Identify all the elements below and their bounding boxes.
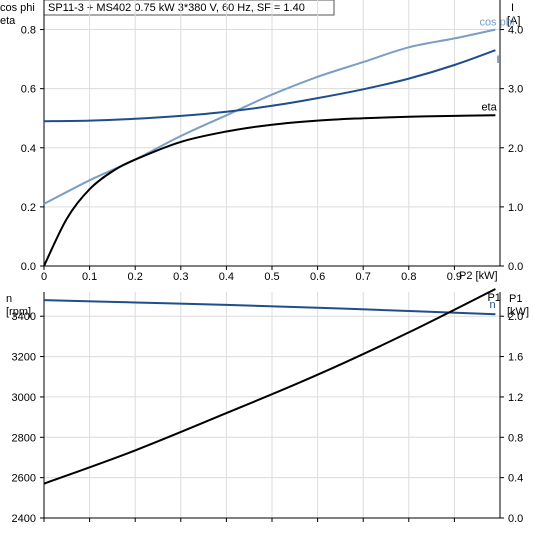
current-series-label: I (496, 54, 499, 66)
top-right-tick-label: 1.0 (508, 202, 523, 214)
eta-series-line (43, 114, 496, 267)
top-right-axis-label-2: [A] (507, 15, 520, 27)
top-x-tick-label: 0.2 (128, 271, 143, 283)
bottom-left-tick-label: 2800 (12, 432, 36, 444)
top-right-axis-label-1: I (511, 2, 514, 14)
top-x-tick-label: 0.6 (310, 271, 325, 283)
bottom-left-tick-label: 3200 (12, 352, 36, 364)
eta-series-label: eta (481, 101, 497, 113)
bottom-right-tick-label: 2.0 (508, 311, 523, 323)
bottom-plot: 2400 2600 2800 3000 3200 3400 0.0 0.4 0.8 1.2 1.6 2… (12, 288, 523, 525)
bottom-left-tick-label: 3000 (12, 392, 36, 404)
top-left-tick-label: 0.8 (21, 25, 36, 37)
top-plot: 0 0.1 0.2 0.3 0.4 0.5 0.6 0.7 0.8 0.9 0.0 0.2 0.4 0.6… (21, 0, 523, 283)
p1-series-line (43, 288, 496, 485)
bottom-right-tick-label: 0.0 (508, 513, 523, 525)
speed-series-label: n (489, 299, 495, 311)
bottom-right-axis-label-2: [kW] (507, 306, 529, 318)
bottom-right-tick-label: 0.8 (508, 432, 523, 444)
p1-series-label: P1 (487, 292, 500, 304)
top-x-tick-label: 0.8 (401, 271, 416, 283)
top-left-axis-label-2: eta (0, 15, 16, 27)
bottom-right-tick-label: 1.6 (508, 352, 523, 364)
top-left-tick-label: 0.0 (21, 261, 36, 273)
bottom-left-tick-label: 3400 (12, 311, 36, 323)
bottom-left-axis-label-2: [rpm] (6, 306, 31, 318)
speed-series-line (43, 299, 496, 316)
top-x-tick-label: 0.1 (82, 271, 97, 283)
bottom-left-axis-label-1: n (6, 293, 12, 305)
top-x-tick-label: 0.3 (173, 271, 188, 283)
top-x-tick-label: 0.4 (219, 271, 234, 283)
top-right-tick-label: 2.0 (508, 143, 523, 155)
top-right-tick-label: 4.0 (508, 25, 523, 37)
chart-title: SP11-3 + MS402 0.75 kW 3*380 V, 60 Hz, S… (48, 2, 305, 14)
cos-phi-series-label: cos phi (479, 17, 514, 29)
top-x-tick-label: 0.9 (447, 271, 462, 283)
top-x-tick-label: 0 (41, 271, 47, 283)
top-x-tick-label: 0.5 (264, 271, 279, 283)
bottom-left-tick-label: 2600 (12, 473, 36, 485)
top-left-tick-label: 0.4 (21, 143, 36, 155)
bottom-right-tick-label: 0.4 (508, 473, 523, 485)
top-x-tick-label: 0.7 (356, 271, 371, 283)
current-series-line (43, 49, 496, 123)
top-x-axis-label: P2 [kW] (459, 270, 498, 282)
top-left-axis-label-1: cos phi (0, 2, 35, 14)
top-left-tick-label: 0.6 (21, 84, 36, 96)
bottom-right-axis-label-1: P1 (509, 293, 522, 305)
bottom-right-tick-label: 1.2 (508, 392, 523, 404)
top-right-tick-label: 0.0 (508, 261, 523, 273)
top-left-tick-label: 0.2 (21, 202, 36, 214)
top-right-tick-label: 3.0 (508, 84, 523, 96)
bottom-left-tick-label: 2400 (12, 513, 36, 525)
